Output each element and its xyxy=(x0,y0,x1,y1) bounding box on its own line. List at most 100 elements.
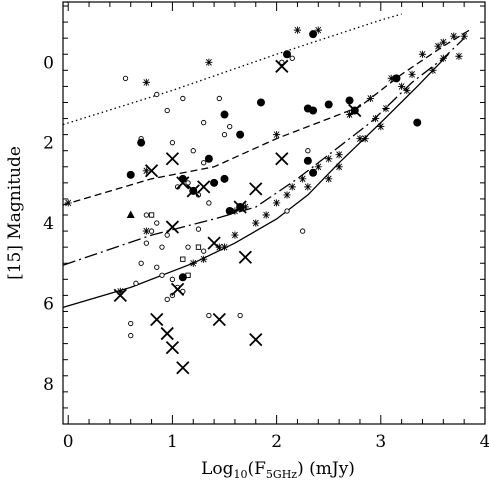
asterisk-point xyxy=(408,70,416,78)
asterisk-point xyxy=(273,131,281,139)
filled-circle-point xyxy=(303,156,312,165)
cross-point xyxy=(186,184,200,198)
asterisk-point xyxy=(314,26,322,34)
tick-labels: 0 1 2 3 4 0 2 4 6 8 xyxy=(43,53,489,452)
asterisk-point xyxy=(273,199,281,207)
open-circle-point xyxy=(169,276,176,282)
open-circle-point xyxy=(195,226,202,232)
y-tick-label: 6 xyxy=(43,294,54,314)
open-circle-point xyxy=(154,264,160,270)
asterisk-point xyxy=(460,32,468,40)
open-circle-point xyxy=(206,200,212,206)
filled-circle-point xyxy=(220,174,229,183)
asterisk-point xyxy=(361,135,369,143)
curve-dashed xyxy=(62,29,470,206)
filled-circle-point xyxy=(137,138,146,147)
asterisk-point xyxy=(455,52,463,60)
asterisk-point xyxy=(439,38,447,46)
cross-point xyxy=(249,332,263,347)
y-tick-label: 8 xyxy=(43,375,54,395)
asterisk-point xyxy=(189,259,197,267)
asterisk-point xyxy=(252,219,260,227)
open-circle-point xyxy=(154,91,160,98)
filled-circle-point xyxy=(225,206,234,215)
asterisk-point xyxy=(335,151,343,159)
asterisk-point xyxy=(231,231,239,239)
filled-circle-point xyxy=(126,170,135,179)
y-tick-label: 2 xyxy=(43,134,54,154)
x-axis-title-main: Log xyxy=(201,459,234,479)
asterisk-point xyxy=(371,114,380,123)
open-circle-point xyxy=(284,208,290,214)
asterisk-point xyxy=(356,135,364,143)
filled-circle-point xyxy=(413,118,422,127)
cross-point xyxy=(176,176,190,190)
open-circle-point xyxy=(201,119,207,126)
open-circle-point xyxy=(190,148,196,154)
asterisk-point xyxy=(215,243,223,251)
asterisk-point xyxy=(450,32,458,40)
open-circle-point xyxy=(300,228,306,234)
cross-point xyxy=(165,220,180,234)
x-axis-title-freq: 5GHz xyxy=(266,468,297,481)
cross-point xyxy=(275,59,289,73)
asterisk-point xyxy=(403,86,411,95)
filled-circle-point xyxy=(392,74,401,83)
open-circle-point xyxy=(279,59,285,65)
cross-point xyxy=(165,152,180,166)
filled-circle-point xyxy=(210,178,219,187)
filled-circle-point xyxy=(220,110,229,119)
asterisk-point xyxy=(283,191,291,199)
open-circle-point xyxy=(216,95,222,102)
cross-point xyxy=(150,312,164,327)
asterisk-point xyxy=(398,82,406,90)
cross-point xyxy=(113,288,127,303)
open-circle-point xyxy=(143,240,150,246)
y-tick-label: 4 xyxy=(43,214,54,234)
x-tick-label: 4 xyxy=(480,432,489,452)
asterisk-point xyxy=(314,163,322,171)
open-circle-point xyxy=(164,232,170,238)
open-circle-point xyxy=(227,123,233,130)
x-axis-title-sub: 10 xyxy=(233,468,247,481)
open-circle-point xyxy=(128,332,134,339)
open-circle-point xyxy=(305,148,311,154)
asterisk-point xyxy=(64,199,72,207)
open-circle-point xyxy=(221,131,228,138)
asterisk-point xyxy=(241,203,249,211)
cross-point xyxy=(165,341,180,355)
asterisk-point xyxy=(429,66,437,74)
asterisk-point xyxy=(262,211,270,219)
open-circle-point xyxy=(206,312,212,319)
asterisk-point xyxy=(200,255,208,263)
open-circle-point xyxy=(237,312,243,319)
asterisk-point xyxy=(387,74,395,82)
open-square-point xyxy=(180,256,186,262)
asterisk-point xyxy=(325,155,333,163)
asterisk-point xyxy=(439,54,447,62)
axis-ticks xyxy=(63,2,486,425)
x-tick-label: 2 xyxy=(271,432,282,452)
open-circle-point xyxy=(148,228,155,234)
filled-circle-point xyxy=(256,98,265,107)
cross-point xyxy=(238,250,252,264)
x-axis-title: Log10(F5GHz) (mJy) xyxy=(201,459,355,481)
filled-circle-point xyxy=(204,154,213,163)
asterisk-point xyxy=(293,26,302,34)
cross-point xyxy=(176,361,190,375)
fit-lines xyxy=(62,13,470,309)
cross-point xyxy=(275,152,289,166)
filled-circle-point xyxy=(345,96,354,105)
asterisk-point xyxy=(205,58,213,66)
asterisk-point xyxy=(345,110,354,119)
curve-dotted xyxy=(62,13,402,126)
open-circle-point xyxy=(289,55,295,61)
open-circle-point xyxy=(159,244,165,250)
x-tick-label: 1 xyxy=(167,432,178,452)
curve-solid xyxy=(62,53,449,309)
open-circle-point xyxy=(164,296,170,303)
open-circle-point xyxy=(128,320,134,327)
filled-circle-point xyxy=(283,50,292,59)
y-tick-label: 0 xyxy=(43,53,54,73)
open-circle-point xyxy=(159,272,165,278)
